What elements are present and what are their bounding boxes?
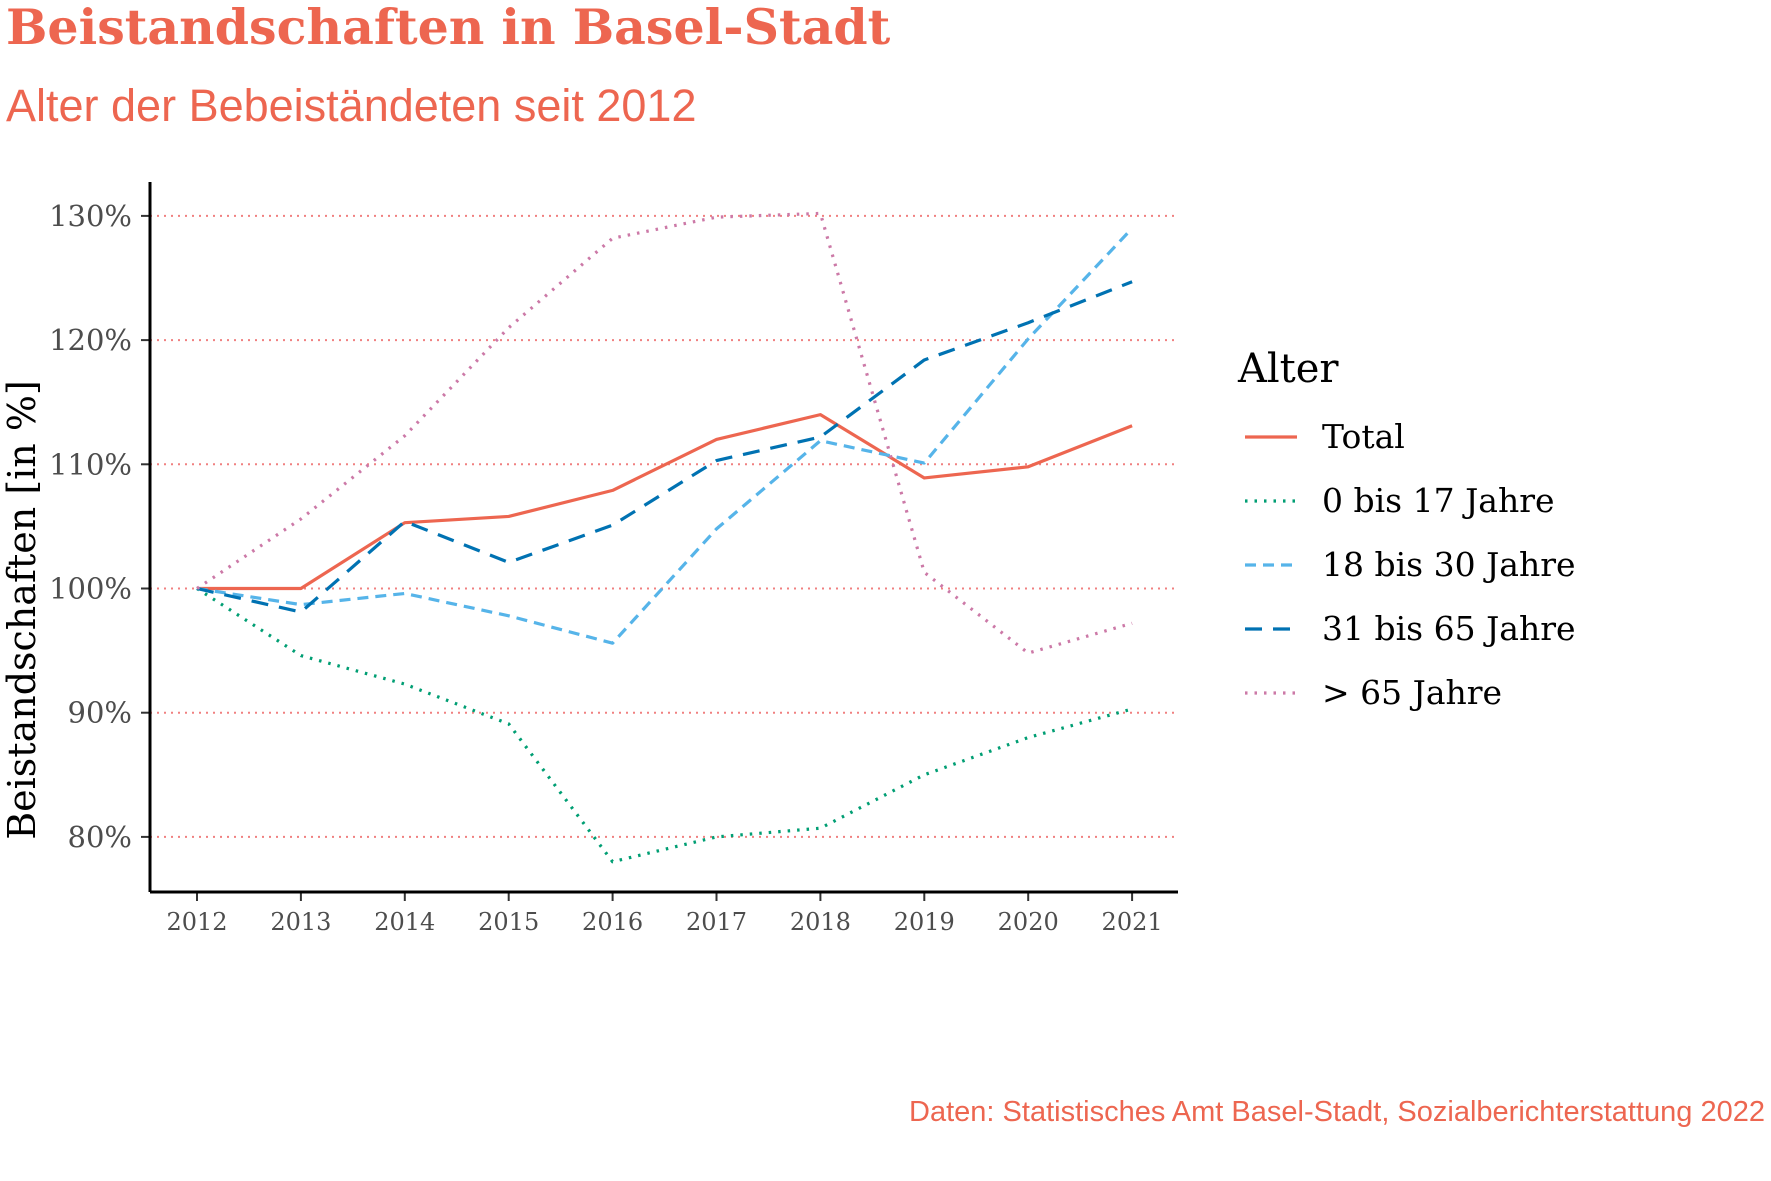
legend-label: Total [1322, 417, 1405, 456]
x-tick-label: 2019 [894, 908, 955, 936]
y-axis-title: Beistandschaften [in %] [0, 380, 44, 840]
y-tick-label: 110% [49, 447, 132, 481]
x-tick-label: 2014 [374, 908, 435, 936]
legend-label: 18 bis 30 Jahre [1322, 545, 1576, 584]
chart-subtitle: Alter der Bebeiständeten seit 2012 [6, 80, 697, 131]
legend-label: 31 bis 65 Jahre [1322, 609, 1576, 648]
gridlines [150, 214, 1178, 838]
x-tick-label: 2020 [998, 908, 1059, 936]
series-line [196, 587, 1133, 864]
y-tick-label: 100% [49, 572, 132, 606]
series-line [196, 227, 1134, 645]
series-line [197, 413, 1133, 591]
y-tick-label: 130% [49, 199, 132, 233]
legend-title: Alter [1237, 346, 1339, 392]
x-tick-label: 2018 [790, 908, 851, 936]
series-line [196, 280, 1133, 614]
chart-title: Beistandschaften in Basel-Stadt [6, 0, 891, 56]
x-tick-label: 2021 [1102, 908, 1163, 936]
y-axis-ticks: 80% 90% 100% 110% 120% 130% [49, 199, 150, 854]
x-axis-ticks: 2012 2013 2014 2015 2016 2017 2018 2019 2020 2021 [166, 892, 1163, 936]
x-tick-label: 2012 [166, 908, 227, 936]
y-tick-label: 90% [68, 696, 132, 730]
axes [148, 182, 1178, 894]
x-tick-label: 2015 [478, 908, 539, 936]
y-tick-label: 120% [49, 323, 132, 357]
y-tick-label: 80% [68, 820, 132, 854]
x-tick-label: 2013 [270, 908, 331, 936]
legend-label: 0 bis 17 Jahre [1322, 481, 1555, 520]
x-tick-label: 2017 [686, 908, 747, 936]
series-lines [196, 211, 1134, 864]
series-line [196, 211, 1133, 655]
legend: Alter Total 0 bis 17 Jahre 18 bis 30 Jahre 3… [1237, 346, 1576, 712]
source-caption: Daten: Statistisches Amt Basel-Stadt, So… [909, 1096, 1765, 1128]
x-tick-label: 2016 [582, 908, 643, 936]
legend-label: > 65 Jahre [1322, 673, 1502, 712]
